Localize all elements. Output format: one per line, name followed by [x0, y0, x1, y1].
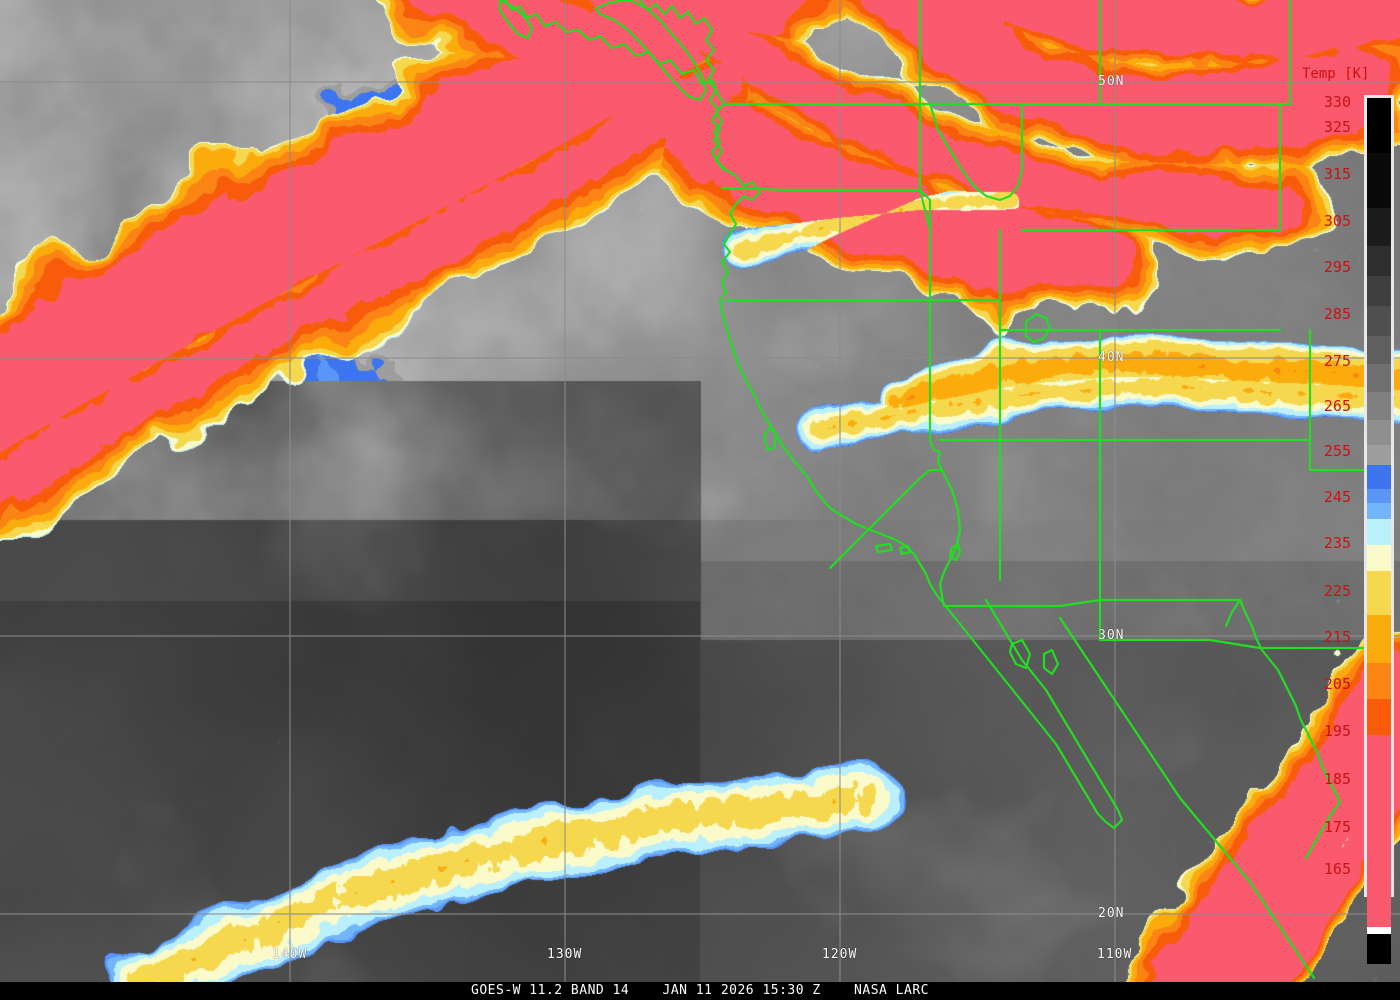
colorbar-tick-295k: 295 — [1323, 258, 1351, 276]
bc-inlets — [638, 0, 726, 172]
longitude-label-110w: 110W — [1097, 947, 1133, 962]
colorbar-segment — [1367, 392, 1391, 420]
colorbar-tick-245k: 245 — [1323, 488, 1351, 506]
colorbar-gradient — [1367, 98, 1391, 964]
colorbar-tick-195k: 195 — [1323, 722, 1351, 740]
colorbar-segment — [1367, 420, 1391, 445]
washington-idaho-border — [918, 102, 932, 232]
coastlines-and-borders — [498, 0, 1382, 980]
gulf-of-california-islands — [1008, 638, 1060, 676]
wyoming-border — [998, 228, 1282, 332]
colorbar-segment — [1367, 306, 1391, 336]
idaho-montana-border — [928, 102, 1024, 202]
mexico-west-coast — [1058, 616, 1316, 980]
colorbar-tick-330k: 330 — [1323, 93, 1351, 111]
longitude-label-120w: 120W — [822, 947, 858, 962]
colorbar-tick-265k: 265 — [1323, 397, 1351, 415]
colorbar-segment — [1367, 735, 1391, 927]
colorbar-segment — [1367, 336, 1391, 364]
colorbar-tick-225k: 225 — [1323, 582, 1351, 600]
colorbar-segment — [1367, 545, 1391, 571]
colorbar-tick-215k: 215 — [1323, 628, 1351, 646]
colorbar-segment — [1367, 615, 1391, 663]
colorbar-segment — [1367, 465, 1391, 489]
colorbar-segment — [1367, 153, 1391, 208]
colorbar-segment — [1367, 208, 1391, 246]
newmexico-texas-border — [1098, 598, 1262, 650]
arizona-california-border — [938, 468, 962, 608]
colorbar-tick-275k: 275 — [1323, 352, 1351, 370]
great-salt-lake — [1024, 312, 1052, 344]
colorbar-segment — [1367, 519, 1391, 545]
colorbar-segment — [1367, 364, 1391, 392]
oregon-idaho-border — [918, 188, 1002, 302]
salton-sea — [948, 542, 962, 562]
colorbar-tick-235k: 235 — [1323, 534, 1351, 552]
channel-islands — [874, 542, 912, 556]
image-caption: GOES-W 11.2 BAND 14 JAN 11 2026 15:30 Z … — [0, 982, 1400, 1000]
longitude-label-130w: 130W — [547, 947, 583, 962]
colorbar-segment — [1367, 98, 1391, 153]
texas-mexico-border — [1238, 598, 1342, 804]
colorbar-segment — [1367, 445, 1391, 465]
colorbar-tick-325k: 325 — [1323, 118, 1351, 136]
latitude-label-20n: 20N — [1098, 906, 1125, 921]
san-francisco-bay — [762, 426, 778, 452]
colorbar-segment — [1367, 246, 1391, 276]
colorbar-tick-255k: 255 — [1323, 442, 1351, 460]
longitude-label-140w: 140W — [272, 947, 308, 962]
latitude-label-40n: 40N — [1098, 350, 1125, 365]
latitude-label-30n: 30N — [1098, 628, 1125, 643]
colorbar-segment — [1367, 927, 1391, 934]
mexico-state-borders — [1224, 598, 1342, 860]
arizona-mexico-border — [942, 598, 1102, 608]
colorbar-tick-285k: 285 — [1323, 305, 1351, 323]
colorbar-tick-175k: 175 — [1323, 818, 1351, 836]
colorbar-segment — [1367, 489, 1391, 503]
colorbar-segment — [1367, 699, 1391, 735]
haida-gwaii — [498, 0, 534, 40]
colorbar-tick-165k: 165 — [1323, 860, 1351, 878]
canada-provincial-borders — [918, 0, 1292, 106]
colorbar-segment — [1367, 934, 1391, 964]
colorbar-tick-315k: 315 — [1323, 165, 1351, 183]
colorbar-segment — [1367, 503, 1391, 519]
nevada-california-border — [828, 298, 944, 570]
latitude-label-50n: 50N — [1098, 74, 1125, 89]
washington-oregon-border — [720, 186, 922, 192]
colorbar-tick-205k: 205 — [1323, 675, 1351, 693]
colorbar-segment — [1367, 571, 1391, 615]
pacific-coastline — [503, 0, 1124, 830]
colorbar-title: Temp [K] — [1302, 66, 1370, 82]
colorbar-segment — [1367, 663, 1391, 699]
colorbar-tick-185k: 185 — [1323, 770, 1351, 788]
colorbar-tick-305k: 305 — [1323, 212, 1351, 230]
colorbar-segment — [1367, 276, 1391, 306]
temperature-colorbar — [1364, 95, 1394, 964]
